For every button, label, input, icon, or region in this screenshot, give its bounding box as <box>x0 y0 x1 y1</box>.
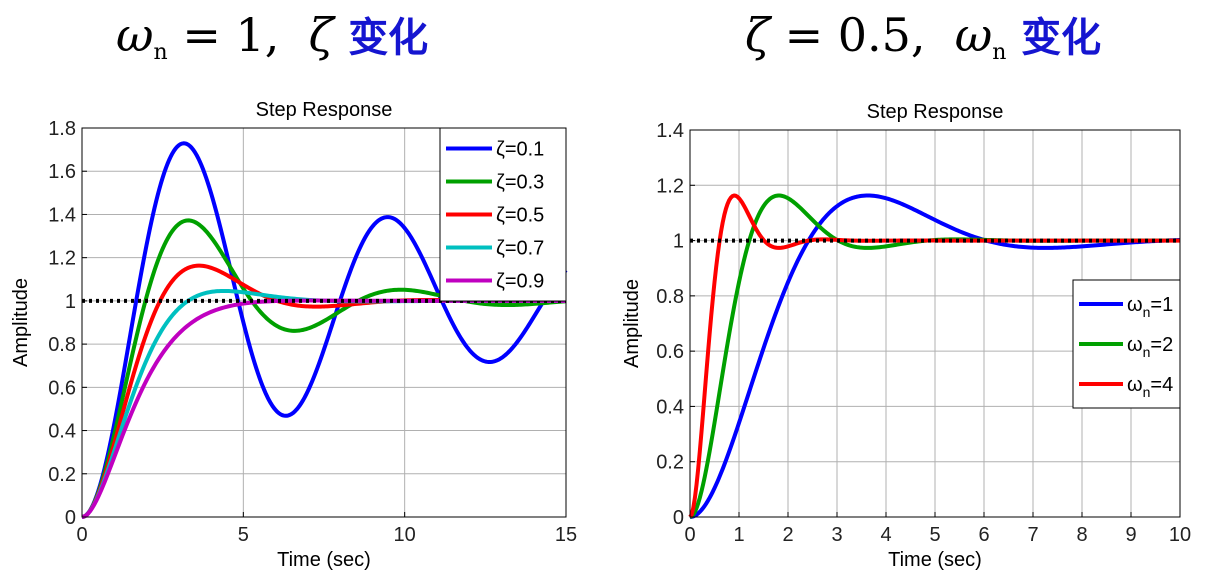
y-tick-label: 1 <box>65 291 76 313</box>
zeta-value: = 0.5, <box>784 8 926 62</box>
y-axis-label: Amplitude <box>10 278 32 367</box>
legend-entry: ωn=1 <box>1127 294 1173 320</box>
y-tick-label: 0 <box>673 507 684 529</box>
y-tick-label: 0.2 <box>656 452 684 474</box>
y-tick-label: 1.8 <box>48 118 76 140</box>
y-tick-label: 0.4 <box>656 396 684 418</box>
series-line <box>81 141 568 519</box>
legend-entry: ζ=0.5 <box>496 205 544 227</box>
y-tick-label: 0 <box>65 507 76 529</box>
x-axis-label: Time (sec) <box>888 549 982 571</box>
omega-symbol: ω <box>116 8 154 62</box>
legend: ωn=1 ωn=2 ωn=4 <box>1072 279 1181 409</box>
series-line <box>81 218 567 519</box>
chart-title: Step Response <box>867 101 1004 123</box>
omega-symbol: ω <box>954 8 993 62</box>
legend-entry: ζ=0.7 <box>496 238 544 260</box>
x-tick-label: 7 <box>1027 524 1038 546</box>
y-tick-label: 0.8 <box>656 286 684 308</box>
right-heading: ζ = 0.5, ωn 变化 <box>745 5 1101 65</box>
y-tick-label: 1.4 <box>48 204 76 226</box>
step-response-chart-zeta: 0 5 10 15 0 0.2 0.4 0.6 0.8 1 1.2 1.4 1.6 1.8 Step Res… <box>10 99 577 571</box>
legend-entry: ωn=4 <box>1127 374 1173 400</box>
vary-label: 变化 <box>348 15 429 61</box>
axes-frame <box>81 127 567 518</box>
wn-value: = 1, <box>182 8 280 62</box>
y-tick-label: 0.6 <box>48 377 76 399</box>
omega-subscript: n <box>992 40 1007 65</box>
x-tick-label: 0 <box>76 524 87 546</box>
zeta-symbol: ζ <box>308 8 334 62</box>
x-tick-label: 10 <box>1169 524 1191 546</box>
legend-entry: ωn=2 <box>1127 334 1173 360</box>
x-tick-label: 9 <box>1125 524 1136 546</box>
y-tick-label: 1.4 <box>656 120 684 142</box>
x-axis-label: Time (sec) <box>277 549 371 571</box>
y-tick-label: 0.6 <box>656 341 684 363</box>
y-tick-label: 0.2 <box>48 464 76 486</box>
x-tick-label: 8 <box>1076 524 1087 546</box>
x-tick-label: 10 <box>394 524 416 546</box>
chart-title: Step Response <box>256 99 393 121</box>
x-tick-label: 15 <box>555 524 577 546</box>
step-response-chart-wn: 0 1 2 3 4 5 6 7 8 9 10 0 0.2 0.4 0.6 0.8 1 1.2 1.4 Step Res… <box>621 101 1191 571</box>
legend-entry: ζ=0.1 <box>496 139 544 161</box>
y-tick-label: 1.6 <box>48 161 76 183</box>
legend-entry: ζ=0.9 <box>496 271 544 293</box>
y-axis-label: Amplitude <box>621 279 643 368</box>
y-tick-label: 1.2 <box>48 248 76 270</box>
x-tick-label: 3 <box>831 524 842 546</box>
y-tick-label: 1 <box>673 231 684 253</box>
y-tick-label: 0.8 <box>48 334 76 356</box>
x-tick-label: 5 <box>238 524 249 546</box>
x-tick-label: 2 <box>782 524 793 546</box>
series-line <box>689 193 1181 519</box>
vary-label: 变化 <box>1021 15 1102 61</box>
legend-entry: ζ=0.3 <box>496 172 544 194</box>
legend: ζ=0.1 ζ=0.3 ζ=0.5 ζ=0.7 ζ=0.9 <box>439 127 567 302</box>
x-tick-label: 0 <box>684 524 695 546</box>
x-tick-label: 4 <box>880 524 891 546</box>
y-tick-label: 1.2 <box>656 175 684 197</box>
zeta-symbol: ζ <box>745 8 770 62</box>
x-tick-label: 5 <box>929 524 940 546</box>
omega-subscript: n <box>153 40 168 65</box>
y-tick-label: 0.4 <box>48 421 76 443</box>
x-tick-label: 1 <box>733 524 744 546</box>
x-tick-label: 6 <box>978 524 989 546</box>
left-heading: ωn = 1, ζ 变化 <box>116 5 428 65</box>
